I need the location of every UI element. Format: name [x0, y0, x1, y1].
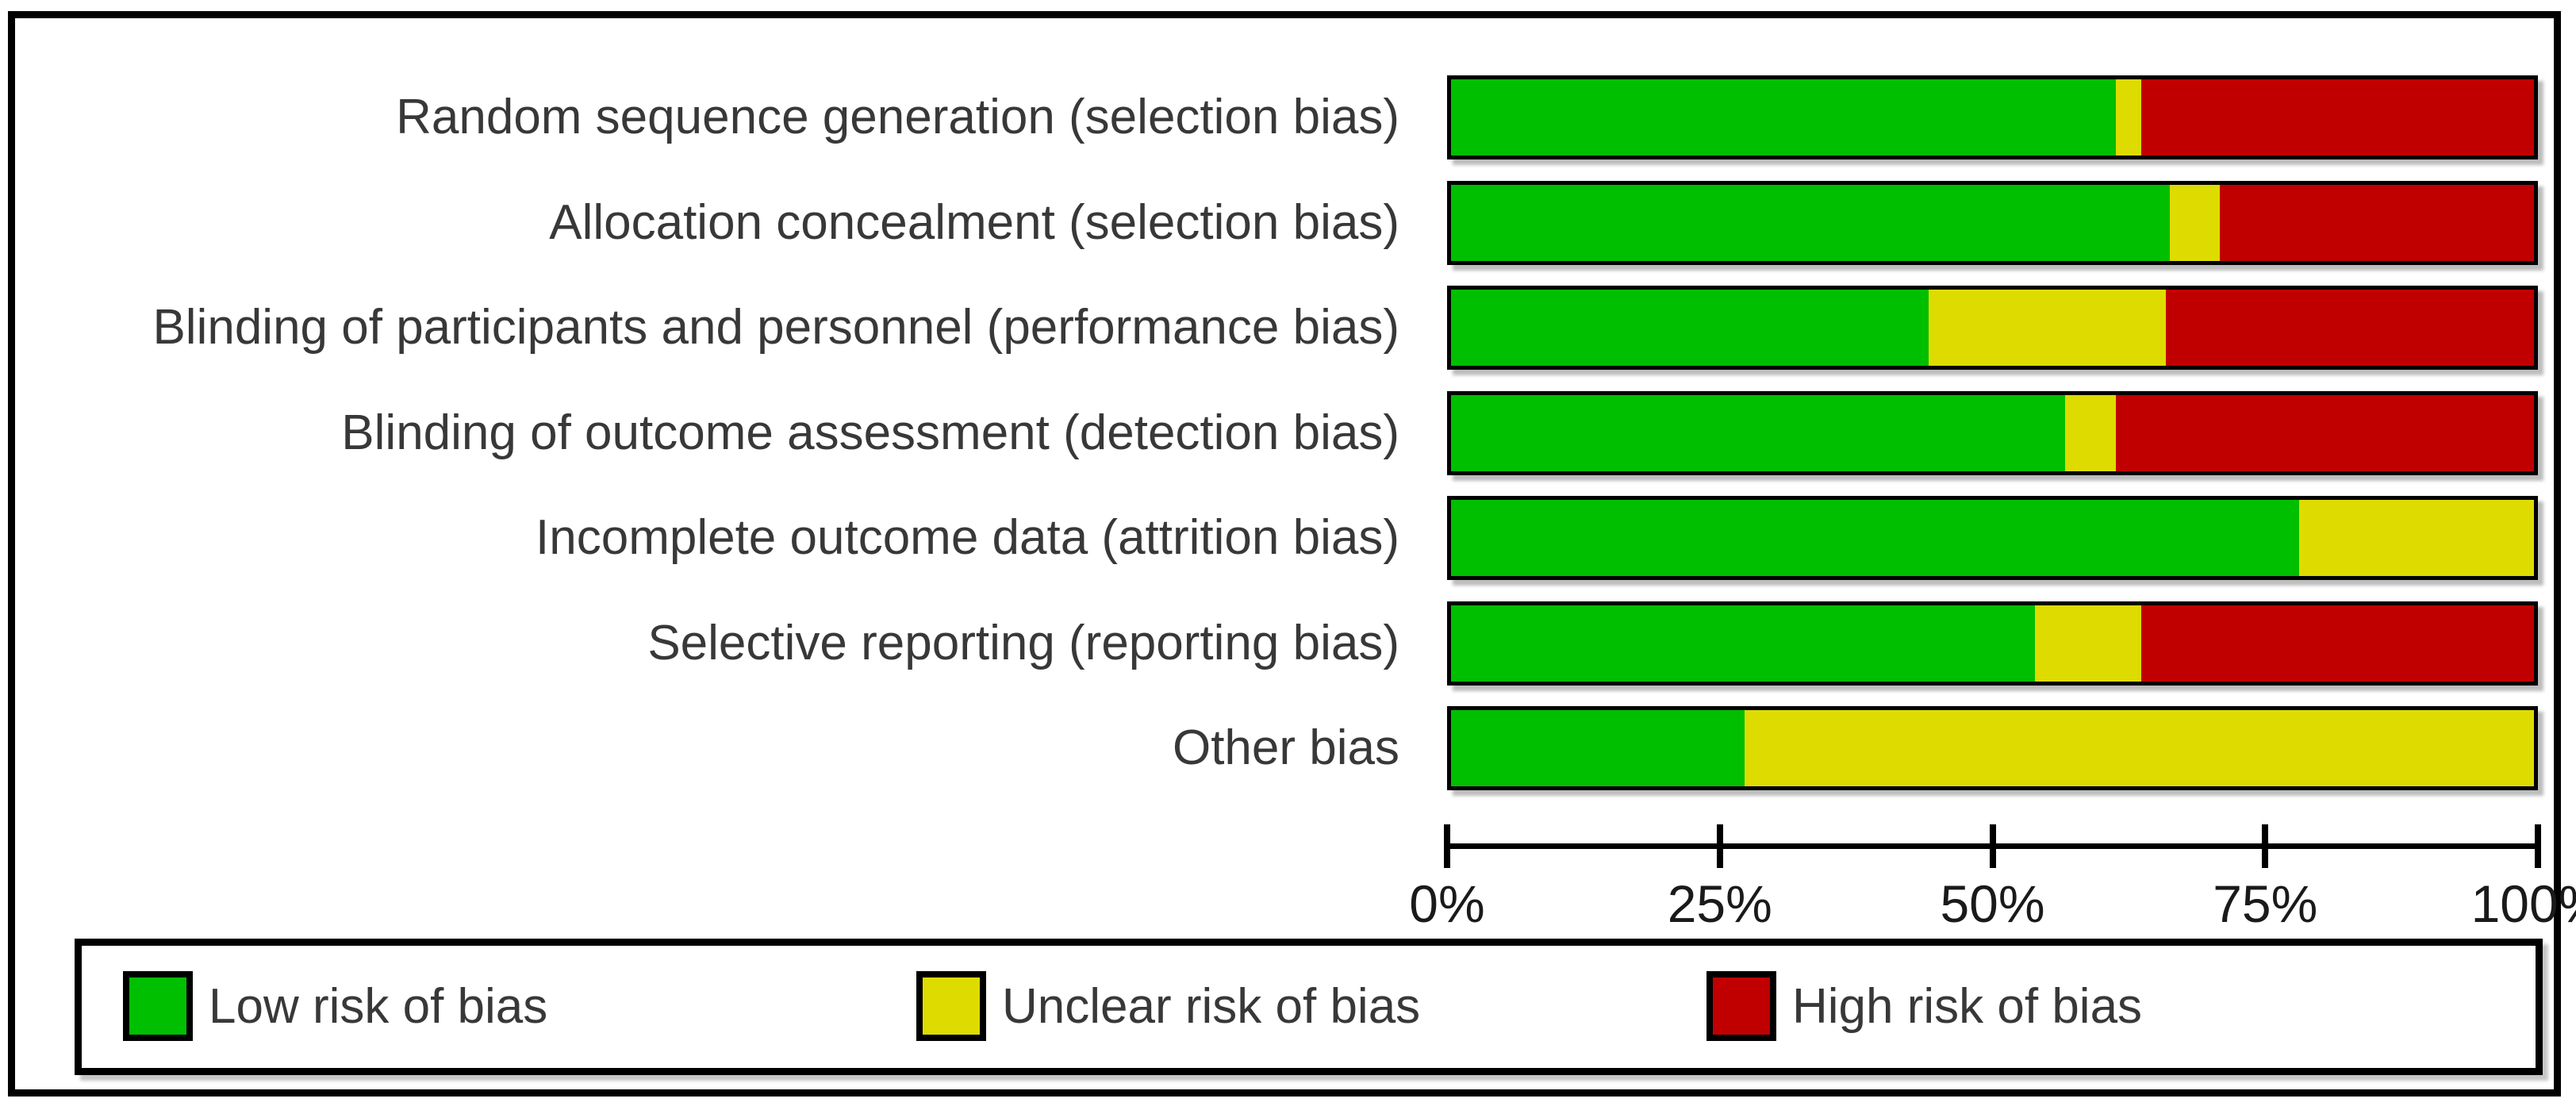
x-axis-tick: [2262, 824, 2269, 868]
category-label: Random sequence generation (selection bi…: [396, 90, 1399, 144]
x-axis-tick-label: 100%: [2470, 874, 2576, 933]
x-axis-tick-label: 75%: [2213, 874, 2318, 933]
segment-unclear-risk: [2034, 605, 2141, 682]
segment-low-risk: [1451, 605, 2035, 682]
legend-swatch-high-risk: [1706, 971, 1776, 1041]
segment-low-risk: [1451, 79, 2117, 156]
bar-row: Incomplete outcome data (attrition bias): [15, 496, 2554, 580]
segment-unclear-risk: [2064, 395, 2117, 471]
category-label: Other bias: [1172, 720, 1399, 775]
category-label: Selective reporting (reporting bias): [647, 616, 1399, 670]
category-label: Allocation concealment (selection bias): [549, 195, 1399, 250]
category-label: Blinding of participants and personnel (…: [152, 300, 1399, 355]
segment-high-risk: [2116, 395, 2534, 471]
bar-row: Allocation concealment (selection bias): [15, 181, 2554, 265]
segment-unclear-risk: [1928, 290, 2166, 366]
segment-unclear-risk: [1744, 710, 2534, 786]
segment-low-risk: [1451, 500, 2299, 576]
x-axis-tick: [1989, 824, 1996, 868]
segment-low-risk: [1451, 395, 2065, 471]
bar-row: Other bias: [15, 706, 2554, 790]
stacked-bar: [1447, 706, 2538, 790]
legend-swatch-unclear-risk: [916, 971, 986, 1041]
bar-row: Random sequence generation (selection bi…: [15, 75, 2554, 159]
segment-high-risk: [2140, 79, 2534, 156]
segment-high-risk: [2140, 605, 2534, 682]
bar-row: Selective reporting (reporting bias): [15, 601, 2554, 686]
bar-row: Blinding of participants and personnel (…: [15, 286, 2554, 370]
x-axis-tick-label: 50%: [1940, 874, 2045, 933]
stacked-bar: [1447, 601, 2538, 686]
legend-label-low-risk: Low risk of bias: [209, 979, 548, 1034]
x-axis-tick-label: 0%: [1409, 874, 1485, 933]
segment-low-risk: [1451, 185, 2171, 261]
legend-label-high-risk: High risk of bias: [1792, 979, 2143, 1034]
stacked-bar: [1447, 391, 2538, 475]
legend-label-unclear-risk: Unclear risk of bias: [1002, 979, 1421, 1034]
x-axis-tick: [1716, 824, 1723, 868]
stacked-bar: [1447, 181, 2538, 265]
legend: Low risk of bias Unclear risk of bias High…: [75, 939, 2543, 1075]
segment-low-risk: [1451, 710, 1745, 786]
segment-high-risk: [2220, 185, 2534, 261]
figure-frame: Random sequence generation (selection bi…: [8, 11, 2576, 1097]
segment-high-risk: [2165, 290, 2534, 366]
x-axis-tick: [2535, 824, 2541, 868]
segment-low-risk: [1451, 290, 1929, 366]
stacked-bar: [1447, 286, 2538, 370]
stacked-bar: [1447, 75, 2538, 159]
bar-row: Blinding of outcome assessment (detectio…: [15, 391, 2554, 475]
segment-unclear-risk: [2170, 185, 2221, 261]
segment-unclear-risk: [2116, 79, 2141, 156]
segment-unclear-risk: [2298, 500, 2534, 576]
stacked-bar: [1447, 496, 2538, 580]
category-label: Blinding of outcome assessment (detectio…: [341, 405, 1399, 460]
x-axis-tick: [1444, 824, 1450, 868]
category-label: Incomplete outcome data (attrition bias): [536, 510, 1399, 565]
legend-swatch-low-risk: [123, 971, 193, 1041]
x-axis-tick-label: 25%: [1667, 874, 1772, 933]
